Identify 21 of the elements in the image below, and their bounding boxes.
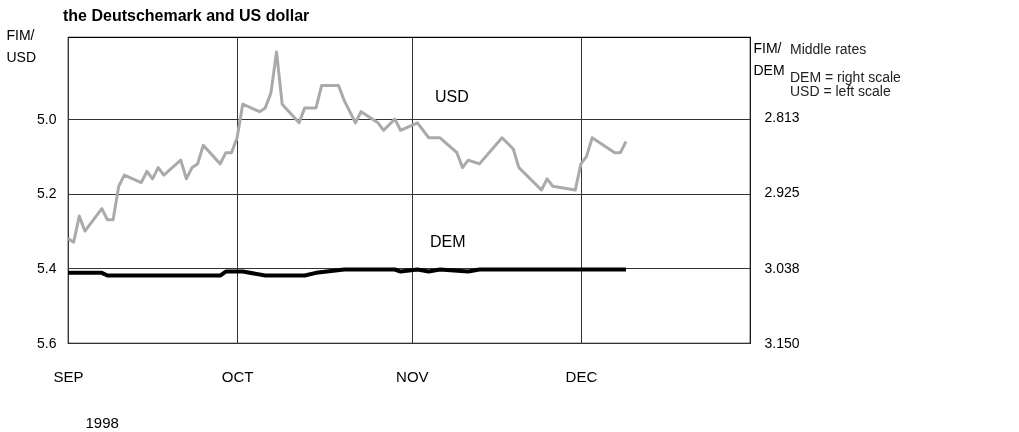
line-series xyxy=(66,267,628,278)
y-tick-label: 5.4 xyxy=(37,259,57,276)
x-axis-title: 1998 xyxy=(85,413,119,431)
series-label: DEM xyxy=(430,233,466,250)
y2-tick-label: 2.813 xyxy=(764,109,800,126)
y-axis-title: FIM/ USD xyxy=(6,26,37,65)
series-label: USD xyxy=(435,88,469,105)
y-tick-label: 5.6 xyxy=(37,334,57,351)
y2-tick-label: 3.150 xyxy=(764,334,800,351)
y2-tick-label: 2.925 xyxy=(764,184,800,201)
y-tick-label: 5.0 xyxy=(37,110,57,127)
x-tick-label: NOV xyxy=(396,367,429,385)
text: Middle rates xyxy=(790,41,867,57)
x-tick-label: DEC xyxy=(565,367,598,385)
y2-tick-label: 3.038 xyxy=(764,259,800,276)
x-tick-label: SEP xyxy=(53,367,84,385)
chart-title: the Deutschemark and US dollar xyxy=(63,7,310,24)
text: DEM = right scale USD = left scale xyxy=(790,69,902,99)
y-tick-label: 5.2 xyxy=(37,185,57,202)
x-tick-label: OCT xyxy=(221,367,254,385)
y2-axis-title: FIM/ DEM xyxy=(753,39,785,78)
